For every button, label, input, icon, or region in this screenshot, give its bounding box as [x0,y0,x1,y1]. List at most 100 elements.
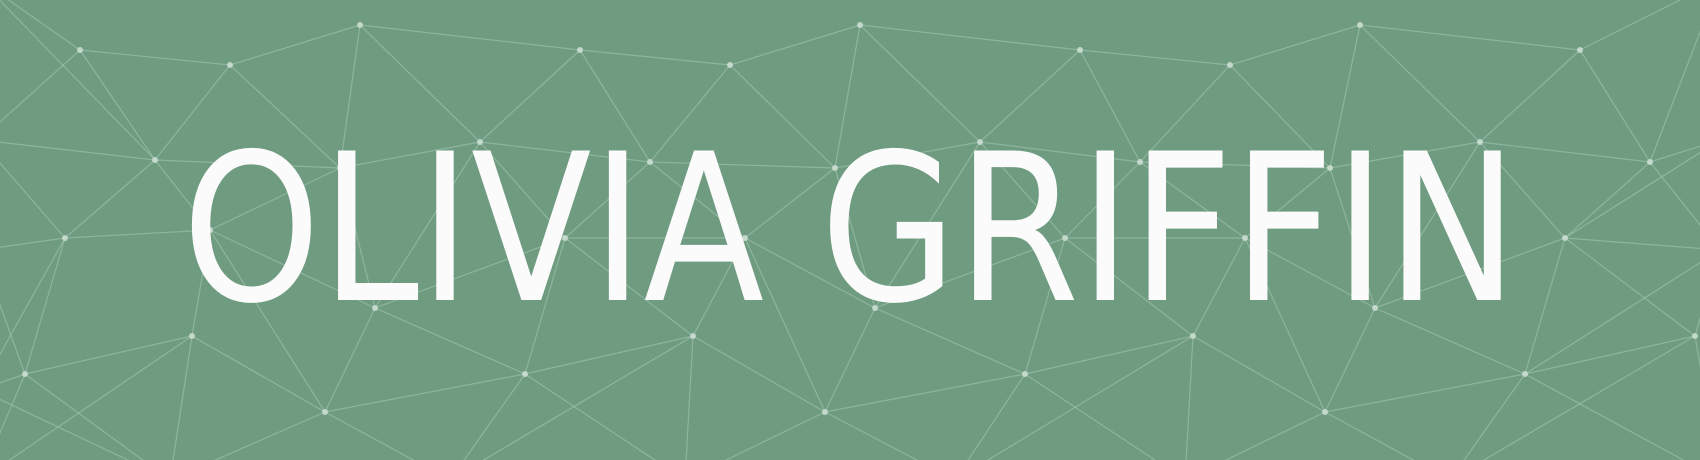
mesh-node [22,371,28,377]
mesh-line [479,49,581,143]
mesh-line [579,49,651,163]
mesh-line [209,167,341,231]
mesh-line [685,335,694,460]
mesh-line [24,335,193,375]
mesh-line [1244,237,1326,413]
mesh-line [1185,335,1194,460]
mesh-line [1649,145,1700,163]
mesh-line [834,167,876,309]
mesh-node [372,305,378,311]
mesh-line [979,141,1066,239]
mesh-line [339,141,481,169]
mesh-line [824,307,876,413]
mesh-line [64,229,211,239]
mesh-line [1694,335,1700,369]
mesh-line [7,0,81,51]
mesh-node [337,165,343,171]
mesh-line [1524,373,1685,460]
mesh-line [374,237,566,309]
mesh-line [0,0,156,161]
mesh-line [359,24,481,143]
mesh-line [0,373,26,435]
mesh-line [1024,237,1066,375]
mesh-line [1064,237,1194,337]
mesh-line [24,237,66,375]
mesh-line [1329,167,1376,309]
mesh-line [0,237,66,248]
mesh-line [1564,161,1651,239]
mesh-line [1139,64,1231,163]
mesh-line [564,237,694,337]
mesh-line [154,159,211,231]
mesh-line [374,141,481,309]
mesh-line [1564,237,1700,250]
mesh-line [24,373,144,460]
mesh-node [1562,235,1568,241]
mesh-line [874,237,1066,309]
mesh-node [1647,159,1653,165]
mesh-line [172,335,193,460]
mesh-line [191,335,326,413]
mesh-line [1482,335,1696,460]
mesh-node [1022,371,1028,377]
mesh-node [872,305,878,311]
mesh-line [79,49,156,161]
mesh-node [647,159,653,165]
mesh-line [986,335,1194,460]
mesh-node [1227,62,1233,68]
mesh-line [1024,373,1156,460]
mesh-line [1694,316,1700,337]
mesh-line [0,373,26,384]
mesh-line [1649,161,1700,226]
mesh-line [1524,335,1696,375]
mesh-line [191,229,211,337]
mesh-node [1522,371,1528,377]
mesh-line [324,373,526,413]
mesh-line [1324,411,1415,460]
mesh-line [649,64,731,163]
mesh-node [477,139,483,145]
mesh-line [1329,24,1361,169]
mesh-line [1229,24,1361,66]
mesh-line [1649,30,1700,163]
mesh-line [979,49,1081,143]
mesh-line [1579,49,1651,163]
mesh-line [874,141,981,309]
mesh-node [227,62,233,68]
mesh-line [1244,237,1376,309]
mesh-line [1192,237,1246,337]
mesh-line [479,141,566,239]
mesh-line [1524,262,1700,375]
mesh-line [1324,307,1376,413]
mesh-line [824,411,919,460]
mesh-line [324,307,376,413]
mesh-line [1479,49,1581,143]
mesh-line [209,229,376,309]
mesh-node [832,165,838,171]
mesh-line [1192,335,1326,413]
mesh-line [479,141,651,163]
mesh-line [979,141,1141,163]
mesh-node [62,235,68,241]
mesh-node [727,62,733,68]
mesh-line [154,159,341,169]
mesh-line [1564,237,1696,337]
mesh-line [339,167,376,309]
mesh-line [744,237,876,309]
mesh-line [1079,49,1231,66]
mesh-node [1477,139,1483,145]
mesh-node [1327,165,1333,171]
mesh-line [8,335,193,460]
mesh-line [1374,141,1481,309]
mesh-node [207,227,213,233]
mesh-line [834,24,861,169]
mesh-line [1463,373,1526,460]
mesh-line [374,307,526,375]
mesh-line [64,159,156,239]
mesh-line [1359,24,1581,51]
mesh-line [1329,141,1481,169]
mesh-line [209,229,326,413]
mesh-line [0,237,66,356]
mesh-line [579,49,731,66]
